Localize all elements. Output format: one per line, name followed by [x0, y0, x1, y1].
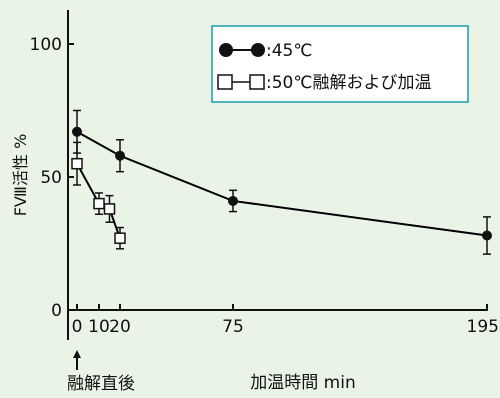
- thaw-arrow-head: [73, 350, 81, 358]
- data-point: [114, 232, 126, 244]
- y-tick-label: 50: [40, 168, 62, 188]
- data-point: [103, 203, 116, 215]
- series-line: [76, 130, 488, 237]
- legend-label: :50℃融解および加温: [266, 73, 431, 93]
- labels: FⅧ活性 % 加温時間 min 融解直後: [11, 134, 356, 394]
- legend-marker: [249, 74, 265, 90]
- thaw-annotation: 融解直後: [67, 374, 135, 394]
- legend-marker: [219, 43, 233, 57]
- y-axis-label: FⅧ活性 %: [11, 134, 30, 217]
- x-tick-label: 10: [88, 317, 110, 337]
- legend-marker: [251, 43, 265, 57]
- y-tick-label: 100: [30, 35, 62, 55]
- series-layer: [71, 109, 492, 255]
- data-point: [93, 197, 105, 210]
- data-point: [482, 230, 492, 241]
- data-point: [228, 195, 238, 206]
- data-point: [71, 157, 83, 170]
- data-point: [72, 126, 82, 137]
- x-tick-label: 75: [222, 317, 244, 337]
- data-point: [115, 150, 125, 161]
- x-tick-label: 20: [109, 317, 131, 337]
- x-tick-label: 0: [72, 317, 83, 337]
- x-axis-label: 加温時間 min: [250, 373, 355, 393]
- legend: :45℃ :50℃融解および加温: [211, 25, 469, 103]
- y-tick-label: 0: [51, 301, 62, 321]
- x-tick-label: 195: [467, 317, 499, 337]
- legend-marker: [217, 74, 233, 90]
- legend-label: :45℃: [266, 41, 312, 61]
